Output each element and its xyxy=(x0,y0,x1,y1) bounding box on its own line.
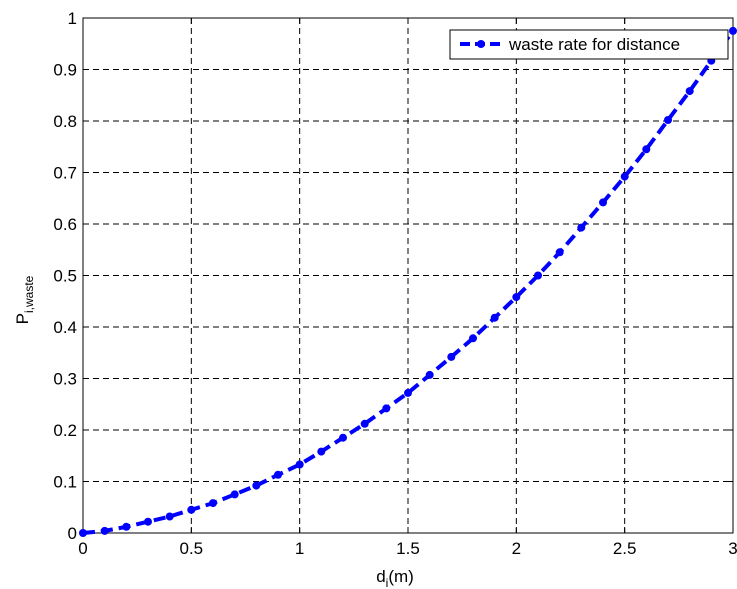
legend-marker-sample xyxy=(477,40,485,48)
y-tick-label: 0.7 xyxy=(53,164,77,183)
legend-label: waste rate for distance xyxy=(508,35,680,54)
data-point xyxy=(252,481,261,490)
data-point xyxy=(599,198,607,207)
series-layer xyxy=(79,26,737,537)
data-point xyxy=(79,529,87,537)
y-tick-label: 0.2 xyxy=(53,421,77,440)
y-tick-label: 0.8 xyxy=(53,112,77,131)
data-point xyxy=(317,447,326,456)
data-point xyxy=(144,517,152,526)
x-tick-labels: 0 0.5 1 1.5 2 2.5 3 xyxy=(78,539,737,558)
x-tick-label: 2.5 xyxy=(613,539,637,558)
x-tick-label: 0 xyxy=(78,539,87,558)
data-point xyxy=(577,223,586,232)
data-point xyxy=(425,370,434,379)
y-tick-label: 0.6 xyxy=(53,215,77,234)
y-tick-label: 0.4 xyxy=(53,318,77,337)
x-tick-label: 0.5 xyxy=(180,539,204,558)
y-tick-label: 0.9 xyxy=(53,61,77,80)
data-point xyxy=(490,313,499,322)
data-point xyxy=(729,26,737,35)
x-tick-label: 2 xyxy=(512,539,521,558)
data-point xyxy=(555,248,564,257)
data-point xyxy=(534,271,542,280)
data-point xyxy=(382,404,391,413)
data-point xyxy=(404,388,412,397)
y-tick-labels: 0 0.1 0.2 0.3 0.4 0.5 0.6 0.7 0.8 0.9 1 xyxy=(53,9,77,543)
data-point xyxy=(165,512,174,521)
data-point xyxy=(230,490,239,499)
legend: waste rate for distance xyxy=(449,29,729,60)
data-point xyxy=(685,87,694,96)
data-point xyxy=(122,522,131,531)
data-point xyxy=(360,419,369,428)
x-tick-label: 1 xyxy=(295,539,304,558)
data-point xyxy=(187,505,196,514)
data-point xyxy=(295,460,304,469)
x-tick-label: 1.5 xyxy=(396,539,420,558)
y-tick-label: 1 xyxy=(68,9,77,28)
data-point xyxy=(642,145,651,154)
data-point xyxy=(339,433,347,442)
data-point xyxy=(447,352,456,361)
data-point xyxy=(469,334,477,343)
data-point xyxy=(512,293,521,302)
data-point xyxy=(620,172,629,181)
data-point xyxy=(274,470,282,479)
y-tick-label: 0.3 xyxy=(53,370,77,389)
y-axis-label: Pi,waste xyxy=(13,275,36,324)
x-axis-label: di(m) xyxy=(376,567,414,589)
data-point xyxy=(664,116,672,124)
data-point xyxy=(100,526,109,535)
y-tick-label: 0.1 xyxy=(53,473,77,492)
y-tick-label: 0 xyxy=(68,524,77,543)
x-tick-label: 3 xyxy=(728,539,737,558)
data-point xyxy=(209,499,217,508)
y-tick-label: 0.5 xyxy=(53,267,77,286)
